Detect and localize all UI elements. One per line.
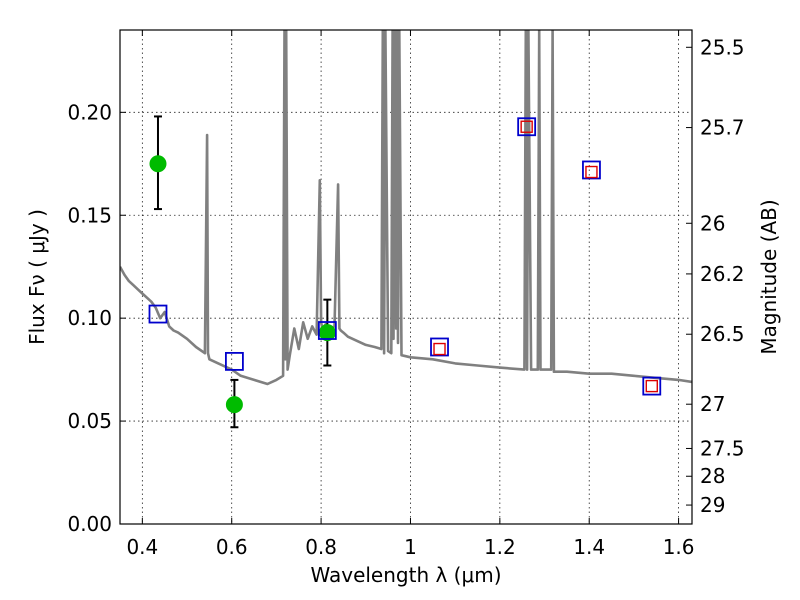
right-tick-label: 27.5 — [700, 436, 745, 460]
x-tick-label: 1.4 — [573, 535, 605, 559]
plot-frame — [119, 29, 693, 525]
x-axis-label: Wavelength λ (μm) — [310, 563, 501, 587]
x-tick-label: 0.6 — [216, 535, 248, 559]
x-tick-label: 0.4 — [126, 535, 158, 559]
model-photometry-red-square — [433, 342, 446, 356]
model-photometry-square — [430, 337, 449, 357]
model-photometry-square — [317, 321, 337, 340]
model-spectrum-line — [120, 30, 692, 386]
model-photometry-square — [224, 351, 244, 371]
model-photometry-red-square — [585, 165, 598, 179]
model-photometry-red-square — [645, 379, 658, 393]
right-axis-label: Magnitude (AB) — [757, 199, 781, 354]
y-tick-label: 0.15 — [67, 203, 112, 227]
observed-photometry-point — [225, 396, 243, 414]
right-tick-label: 26.2 — [700, 262, 745, 286]
y-tick-label: 0.00 — [67, 512, 112, 536]
model-photometry-square — [582, 160, 601, 180]
x-tick-label: 1.6 — [663, 535, 695, 559]
right-tick-label: 29 — [700, 493, 725, 517]
tick-layer: 0.4 0.6 0.8 1 1.2 1.4 1.6 0.00 0.05 0.10 0.15 0.20 2… — [67, 30, 745, 559]
y-tick-label: 0.20 — [67, 100, 112, 124]
model-photometry-red-square — [520, 120, 533, 133]
right-tick-label: 27 — [700, 392, 725, 416]
right-tick-label: 25.7 — [700, 116, 745, 140]
x-tick-label: 1.2 — [484, 535, 516, 559]
right-tick-label: 28 — [700, 464, 725, 488]
y-axis-label: Flux Fν ( μJy ) — [25, 209, 49, 345]
right-tick-label: 26 — [700, 211, 725, 235]
marker-layer — [148, 115, 662, 429]
right-tick-label: 25.5 — [700, 35, 745, 59]
y-tick-label: 0.10 — [67, 306, 112, 330]
observed-photometry-point — [149, 155, 167, 173]
x-tick-label: 0.8 — [305, 535, 337, 559]
model-photometry-square — [148, 304, 168, 324]
y-tick-label: 0.05 — [67, 409, 112, 433]
x-tick-label: 1 — [404, 535, 417, 559]
right-tick-label: 26.5 — [700, 322, 745, 346]
model-photometry-square — [642, 376, 662, 396]
model-spectrum-layer — [120, 30, 692, 386]
model-photometry-square — [517, 117, 537, 137]
